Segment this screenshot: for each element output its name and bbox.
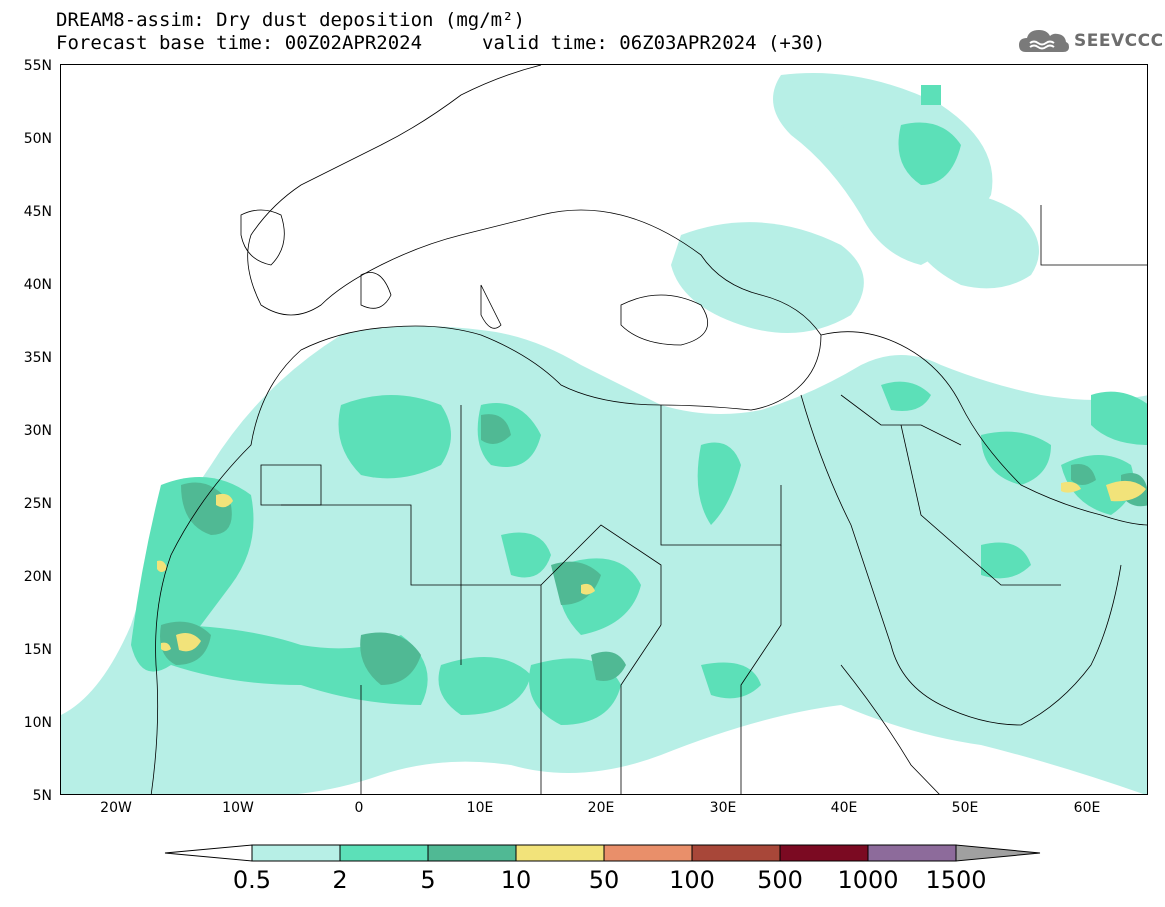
lon-label-50e: 50E: [951, 800, 979, 816]
colorbar-segment-0: [251, 844, 341, 862]
lat-label-15n: 15N: [23, 642, 52, 658]
colorbar-segment-2: [427, 844, 517, 862]
cloud-icon: [1019, 30, 1069, 52]
colorbar-segment-5: [691, 844, 781, 862]
lon-label-10w: 10W: [222, 800, 254, 816]
colorbar-segment-6: [779, 844, 869, 862]
seevccc-logo: SEEVCCC: [1018, 26, 1164, 56]
colorbar-label-8: 1500: [925, 866, 987, 894]
lon-label-20w: 20W: [100, 800, 132, 816]
colorbar-label-3: 10: [500, 866, 532, 894]
colorbar-segment-4: [603, 844, 693, 862]
lat-label-5n: 5N: [32, 788, 52, 804]
lat-label-30n: 30N: [23, 423, 52, 439]
colorbar-label-0: 0.5: [232, 866, 272, 894]
colorbar-label-4: 50: [588, 866, 620, 894]
country-borders: [150, 65, 1147, 794]
lat-label-45n: 45N: [23, 204, 52, 220]
colorbar-under-triangle: [164, 844, 253, 862]
dust-field-yellow: [157, 480, 1146, 652]
lat-label-10n: 10N: [23, 715, 52, 731]
lat-label-55n: 55N: [23, 58, 52, 74]
lon-label-20e: 20E: [587, 800, 615, 816]
lat-label-40n: 40N: [23, 277, 52, 293]
colorbar: [164, 844, 1041, 862]
colorbar-segment-7: [867, 844, 957, 862]
colorbar-segment-1: [339, 844, 429, 862]
colorbar-over-triangle: [955, 844, 1041, 862]
colorbar-label-1: 2: [332, 866, 348, 894]
colorbar-label-7: 1000: [837, 866, 899, 894]
lon-label-40e: 40E: [830, 800, 858, 816]
logo-text: SEEVCCC: [1074, 31, 1164, 51]
colorbar-label-5: 100: [669, 866, 715, 894]
lat-label-25n: 25N: [23, 496, 52, 512]
colorbar-segment-3: [515, 844, 605, 862]
colorbar-label-6: 500: [757, 866, 803, 894]
lon-label-30e: 30E: [709, 800, 737, 816]
dust-deposition-map: [60, 64, 1148, 795]
lat-label-35n: 35N: [23, 350, 52, 366]
valid-time: valid time: 06Z03APR2024 (+30): [482, 32, 826, 54]
lat-label-50n: 50N: [23, 131, 52, 147]
lon-label-0: 0: [354, 800, 364, 816]
map-title: DREAM8-assim: Dry dust deposition (mg/m²…: [56, 9, 525, 31]
forecast-base-time: Forecast base time: 00Z02APR2024: [56, 32, 423, 54]
lon-label-60e: 60E: [1073, 800, 1101, 816]
map-plot-area: [61, 65, 1147, 794]
lon-label-10e: 10E: [466, 800, 494, 816]
colorbar-label-2: 5: [420, 866, 436, 894]
lat-label-20n: 20N: [23, 569, 52, 585]
